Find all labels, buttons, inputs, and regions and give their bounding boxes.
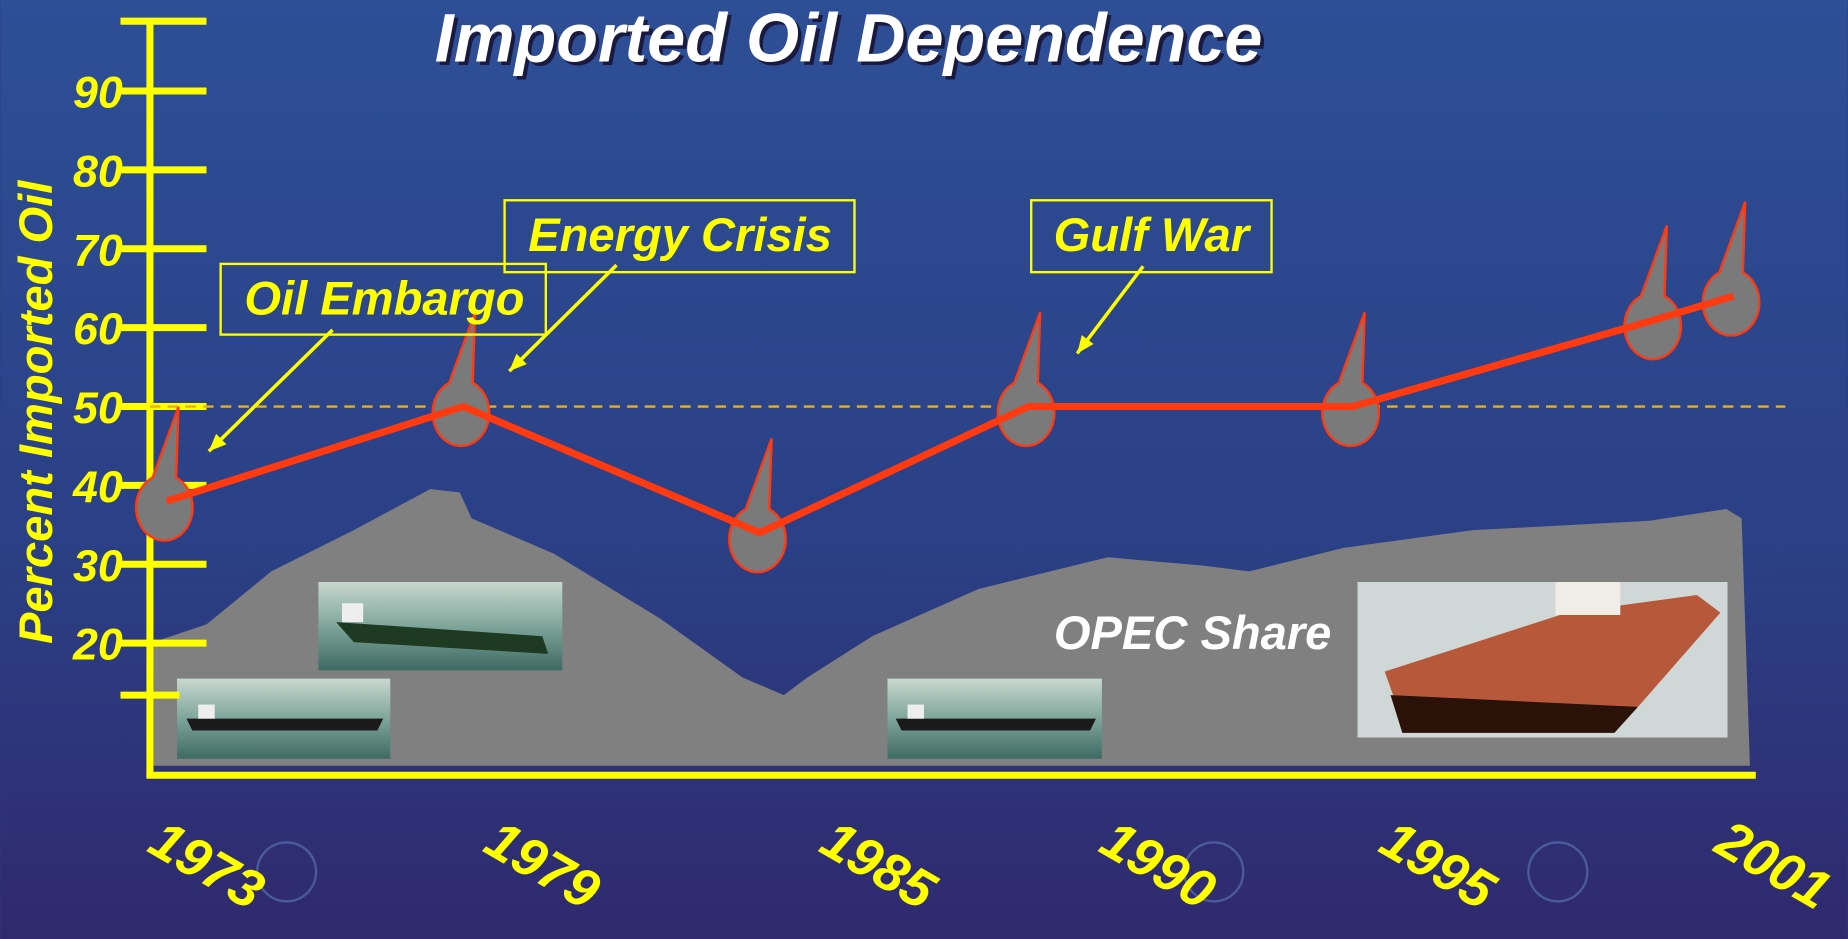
- data-line: [165, 292, 1735, 537]
- axis: [120, 17, 1756, 779]
- ship-photo: [177, 678, 391, 759]
- annotation-arrowhead: [1077, 335, 1094, 354]
- chart-title: Imported Oil Dependence: [435, 0, 1263, 76]
- annotation: Oil Embargo: [244, 272, 524, 325]
- annotation-arrow: [508, 263, 618, 373]
- y-axis-label: Percent Imported Oil: [9, 180, 62, 644]
- y-tick-label: 70: [73, 225, 123, 275]
- y-tick-label: 20: [72, 620, 123, 670]
- y-tick-label: 50: [73, 383, 123, 433]
- decoration: [255, 841, 1589, 903]
- title-shadow: Imported Oil Dependence: [438, 4, 1266, 80]
- annotation: Gulf War: [1054, 208, 1252, 261]
- annotation-box: [1030, 199, 1273, 274]
- annotation: Energy Crisis: [528, 208, 832, 261]
- annotation-arrow: [207, 328, 334, 453]
- y-tick-label: 40: [72, 462, 123, 512]
- y-tick-label: 60: [73, 304, 123, 354]
- annotation-arrowhead: [509, 353, 527, 372]
- annotation-arrow: [1075, 265, 1145, 355]
- ship-photo: [887, 678, 1102, 759]
- ship-photo: [1357, 582, 1728, 738]
- y-tick-label: 90: [73, 68, 123, 118]
- y-tick-label: 80: [73, 146, 123, 196]
- annotation-box: [219, 262, 547, 336]
- data-marker: [134, 406, 194, 542]
- opec-area: [153, 488, 1750, 766]
- ship-photo: [318, 582, 563, 671]
- annotation-arrowhead: [208, 433, 227, 452]
- annotation-box: [503, 199, 856, 274]
- annotation: OPEC Share: [1054, 606, 1332, 659]
- y-tick-label: 30: [73, 541, 123, 591]
